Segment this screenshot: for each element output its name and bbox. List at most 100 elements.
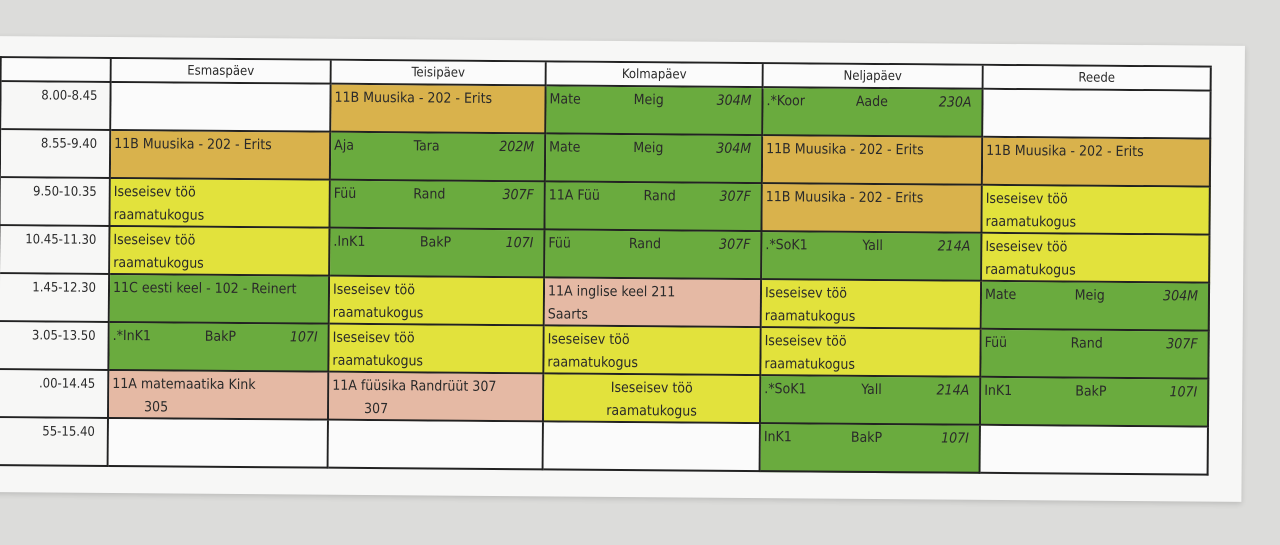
time-slot: 8.00-8.45 bbox=[1, 82, 112, 131]
lesson-line: raamatukogus bbox=[547, 354, 639, 372]
lesson-cell: 11B Muusika - 202 - Erits bbox=[110, 130, 332, 181]
day-header: Esmaspäev bbox=[111, 58, 332, 85]
lesson-cell bbox=[328, 420, 544, 471]
lesson-teacher: Meig bbox=[633, 92, 664, 109]
lesson-line: 307 bbox=[332, 400, 389, 418]
lesson-line: 11B Muusika - 202 - Erits bbox=[334, 89, 493, 107]
lesson-cell: Iseseisev töö raamatukogus bbox=[329, 324, 545, 375]
lesson-line: Iseseisev töö bbox=[985, 190, 1068, 208]
lesson-line: raamatukogus bbox=[332, 304, 424, 322]
lesson-cell bbox=[543, 422, 761, 473]
lesson-subject: Mate bbox=[549, 91, 581, 108]
lesson-subject: InK1 bbox=[984, 382, 1013, 400]
lesson-line: raamatukogus bbox=[606, 402, 697, 420]
lesson-cell: 11B Muusika - 202 - Erits bbox=[982, 137, 1212, 188]
lesson-line: Iseseisev töö bbox=[764, 333, 847, 350]
lesson-cell: 11C eesti keel - 102 - Reinert bbox=[109, 274, 331, 325]
lesson-teacher: Yall bbox=[861, 381, 882, 399]
lesson-cell: Aja Tara 202M bbox=[330, 132, 547, 183]
lesson-line: Iseseisev töö bbox=[547, 331, 630, 349]
lesson-cell: Iseseisev töö raamatukogus bbox=[982, 185, 1211, 236]
lesson-cell: InK1 BakP 107I bbox=[980, 377, 1210, 428]
lesson-line: 11B Muusika - 202 - Erits bbox=[114, 135, 272, 154]
corner-header bbox=[1, 58, 112, 83]
lesson-teacher: Rand bbox=[413, 186, 446, 203]
lesson-teacher: Rand bbox=[643, 188, 676, 205]
lesson-cell: 11B Muusika - 202 - Erits bbox=[762, 184, 983, 234]
lesson-subject: Füü bbox=[333, 185, 357, 202]
lesson-cell: .InK1 BakP 107I bbox=[330, 228, 546, 279]
lesson-teacher: Meig bbox=[1074, 287, 1105, 304]
lesson-line: Iseseisev töö bbox=[764, 285, 848, 302]
lesson-line: raamatukogus bbox=[985, 261, 1076, 279]
lesson-room: 304M bbox=[716, 92, 752, 109]
lesson-subject: Mate bbox=[549, 139, 581, 156]
lesson-room: 107I bbox=[289, 329, 318, 346]
lesson-cell: 11B Muusika - 202 - Erits bbox=[762, 136, 984, 186]
lesson-line: Iseseisev töö bbox=[113, 231, 196, 249]
lesson-line: Iseseisev töö bbox=[332, 281, 416, 299]
time-slot: .00-14.45 bbox=[0, 370, 110, 419]
lesson-line: raamatukogus bbox=[764, 308, 856, 325]
lesson-line: 11B Muusika - 202 - Erits bbox=[986, 142, 1144, 161]
lesson-cell: .*SoK1 Yall 214A bbox=[760, 376, 982, 426]
lesson-cell: InK1 BakP 107I bbox=[760, 424, 981, 474]
lesson-cell: 11A füüsika Randrüüt 307 307 bbox=[328, 372, 545, 423]
lesson-cell: .*Koor Aade 230A bbox=[763, 88, 984, 138]
lesson-cell bbox=[980, 425, 1209, 476]
lesson-subject: Mate bbox=[984, 286, 1017, 304]
lesson-cell: Füü Rand 307F bbox=[981, 329, 1210, 380]
time-slot: 55-15.40 bbox=[0, 418, 109, 467]
lesson-cell: 11A inglise keel 211 Saarts bbox=[544, 278, 763, 329]
lesson-subject: .*Koor bbox=[766, 93, 806, 110]
time-slot: 10.45-11.30 bbox=[0, 226, 111, 275]
lesson-line: raamatukogus bbox=[332, 352, 424, 370]
lesson-cell: Füü Rand 307F bbox=[330, 180, 546, 231]
lesson-line: raamatukogus bbox=[985, 213, 1077, 231]
lesson-cell: Iseseisev töö raamatukogus bbox=[761, 280, 983, 330]
lesson-subject: .*SoK1 bbox=[764, 381, 807, 398]
lesson-cell: Iseseisev töö raamatukogus bbox=[982, 233, 1211, 284]
lesson-cell: Iseseisev töö raamatukogus bbox=[761, 328, 982, 378]
timetable-grid: Esmaspäev Teisipäev Kolmapäev Neljapäev Reed… bbox=[0, 56, 1212, 476]
lesson-subject: .InK1 bbox=[333, 233, 366, 250]
lesson-room: 214A bbox=[936, 382, 970, 399]
lesson-subject: .*InK1 bbox=[112, 327, 151, 345]
lesson-cell: Mate Meig 304M bbox=[545, 134, 764, 185]
lesson-room: 307F bbox=[719, 188, 751, 205]
lesson-teacher: BakP bbox=[850, 429, 883, 447]
lesson-cell: Iseseisev töö raamatukogus bbox=[544, 326, 762, 377]
lesson-line: Iseseisev töö bbox=[113, 183, 196, 201]
day-header: Neljapäev bbox=[763, 64, 984, 90]
lesson-room: 214A bbox=[937, 238, 971, 255]
lesson-teacher: Meig bbox=[633, 140, 664, 157]
day-header: Kolmapäev bbox=[546, 62, 764, 89]
time-slot: 9.50-10.35 bbox=[0, 178, 111, 227]
lesson-line: raamatukogus bbox=[764, 356, 856, 373]
lesson-cell: Iseseisev töö raamatukogus bbox=[110, 226, 331, 277]
lesson-line: 11B Muusika - 202 - Erits bbox=[766, 141, 924, 159]
lesson-line: 11B Muusika - 202 - Erits bbox=[765, 189, 924, 207]
lesson-line: 11C eesti keel - 102 - Reinert bbox=[112, 279, 297, 298]
lesson-line: raamatukogus bbox=[113, 206, 205, 224]
lesson-cell bbox=[108, 418, 329, 469]
time-slot: 1.45-12.30 bbox=[0, 274, 111, 323]
lesson-teacher: BakP bbox=[1075, 383, 1107, 400]
lesson-teacher: BakP bbox=[204, 328, 237, 345]
lesson-room: 107I bbox=[1169, 384, 1198, 401]
lesson-subject: Füü bbox=[984, 334, 1008, 351]
lesson-room: 307F bbox=[719, 236, 751, 253]
time-slot: 3.05-13.50 bbox=[0, 322, 110, 371]
lesson-cell: Iseseisev töö raamatukogus bbox=[329, 276, 546, 327]
lesson-line: Iseseisev töö bbox=[332, 329, 415, 347]
lesson-cell: Mate Meig 304M bbox=[546, 86, 764, 137]
lesson-subject: 11A Füü bbox=[548, 187, 600, 204]
lesson-teacher: Rand bbox=[628, 236, 662, 253]
lesson-cell: Füü Rand 307F bbox=[545, 230, 763, 281]
lesson-teacher: Yall bbox=[862, 237, 883, 255]
day-header: Teisipäev bbox=[331, 60, 547, 87]
lesson-line: 11A füüsika Randrüüt 307 bbox=[332, 377, 497, 395]
day-header: Reede bbox=[983, 65, 1212, 92]
lesson-subject: InK1 bbox=[763, 429, 792, 446]
lesson-room: 307F bbox=[1166, 336, 1198, 353]
